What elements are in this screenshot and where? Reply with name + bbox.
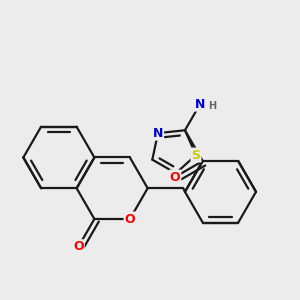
Text: O: O [170, 170, 180, 184]
Text: N: N [153, 127, 163, 140]
Text: O: O [73, 240, 84, 253]
Text: N: N [195, 98, 205, 111]
Text: O: O [124, 212, 135, 226]
Text: S: S [191, 148, 200, 162]
Text: H: H [208, 101, 216, 111]
